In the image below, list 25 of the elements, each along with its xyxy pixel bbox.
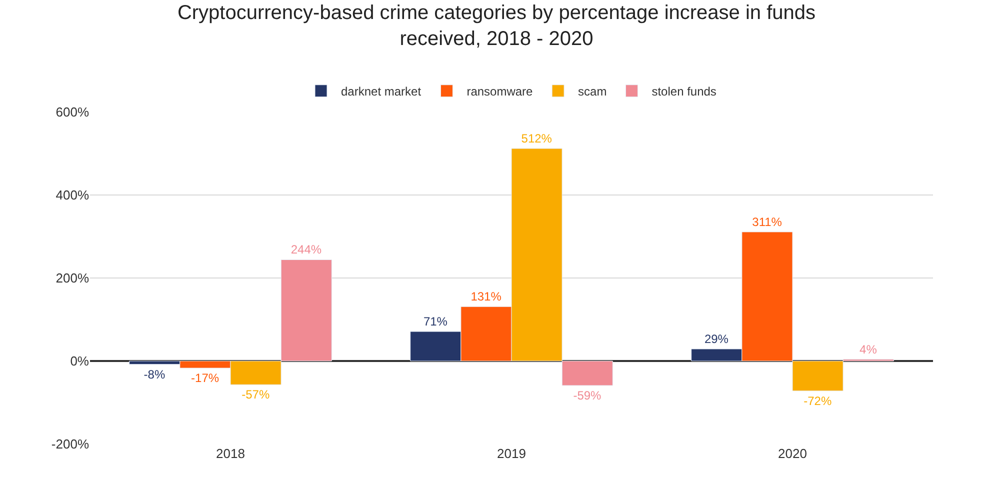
data-label: 311% xyxy=(752,214,782,229)
data-label: -72% xyxy=(804,394,832,408)
data-label: 512% xyxy=(521,132,552,146)
chart-title: Cryptocurrency-based crime categories by percentage increase in funds received, 2018 - 2020 xyxy=(177,2,816,50)
y-tick-label: 400% xyxy=(56,188,90,203)
legend-label: scam xyxy=(578,84,607,99)
legend-label: stolen funds xyxy=(652,84,716,99)
y-tick-label: 600% xyxy=(56,104,90,120)
x-tick-label: 2018 xyxy=(216,446,245,461)
legend-label: darknet market xyxy=(341,84,422,99)
data-label: -17% xyxy=(191,371,220,386)
y-tick-label: -200% xyxy=(51,436,90,452)
data-label: 71% xyxy=(423,314,448,329)
data-label: -59% xyxy=(573,388,602,402)
data-label: -57% xyxy=(242,388,270,402)
x-tick-label: 2019 xyxy=(497,446,526,461)
data-label: 4% xyxy=(860,342,878,356)
data-label: -8% xyxy=(144,367,166,382)
legend-label: ransomware xyxy=(466,84,534,99)
data-label: 131% xyxy=(470,290,502,304)
x-tick-label: 2020 xyxy=(778,446,807,461)
data-label: 29% xyxy=(704,332,729,346)
y-tick-label: 0% xyxy=(70,354,90,369)
y-tick-label: 200% xyxy=(56,270,90,286)
data-label: 244% xyxy=(290,242,322,257)
